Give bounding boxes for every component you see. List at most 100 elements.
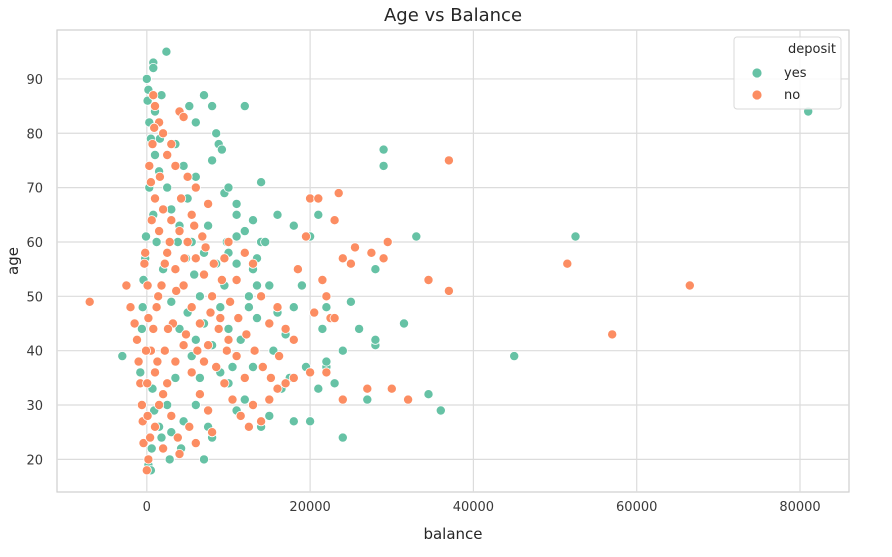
chart-title: Age vs Balance: [384, 5, 522, 26]
data-point-yes: [411, 231, 422, 242]
data-point-yes: [216, 144, 227, 155]
data-point-yes: [329, 378, 340, 389]
data-point-no: [186, 367, 197, 378]
data-point-no: [162, 149, 173, 160]
y-tick-label: 90: [26, 73, 43, 88]
data-point-no: [148, 90, 159, 101]
data-point-no: [313, 193, 324, 204]
data-point-no: [329, 215, 340, 226]
data-point-yes: [174, 323, 185, 334]
data-point-yes: [149, 149, 160, 160]
data-point-no: [156, 280, 167, 291]
data-point-no: [211, 361, 222, 372]
data-point-no: [243, 421, 254, 432]
data-point-yes: [239, 394, 250, 405]
data-point-no: [382, 236, 393, 247]
data-point-yes: [141, 73, 152, 84]
data-point-yes: [166, 296, 177, 307]
data-point-no: [349, 242, 360, 253]
data-point-no: [164, 236, 175, 247]
data-point-no: [321, 367, 332, 378]
data-point-no: [142, 410, 153, 421]
data-point-no: [219, 253, 230, 264]
data-point-no: [162, 247, 173, 258]
x-tick-label: 60000: [616, 500, 657, 515]
data-point-yes: [239, 226, 250, 237]
data-point-yes: [194, 291, 205, 302]
legend-marker-no: [751, 89, 763, 101]
data-point-yes: [117, 351, 128, 362]
x-tick-label: 0: [143, 500, 151, 515]
data-point-no: [215, 313, 226, 324]
data-point-no: [386, 383, 397, 394]
y-tick-labels: 20 30 40 50 60 70 80 90: [26, 73, 43, 468]
data-point-yes: [362, 394, 373, 405]
grid-lines: [57, 30, 849, 492]
data-point-yes: [227, 361, 238, 372]
data-point-no: [84, 296, 95, 307]
data-point-no: [141, 465, 152, 476]
data-point-no: [219, 378, 230, 389]
data-point-yes: [239, 101, 250, 112]
data-point-yes: [211, 128, 222, 139]
data-point-no: [145, 432, 156, 443]
y-tick-label: 40: [26, 345, 43, 360]
data-point-no: [256, 291, 267, 302]
data-point-yes: [231, 209, 242, 220]
data-point-no: [149, 122, 160, 133]
data-point-no: [176, 193, 187, 204]
data-point-no: [231, 351, 242, 362]
data-point-no: [178, 280, 189, 291]
data-point-no: [221, 345, 232, 356]
data-point-no: [223, 334, 234, 345]
legend-title: deposit: [788, 42, 836, 57]
data-point-yes: [223, 323, 234, 334]
data-point-no: [162, 378, 173, 389]
data-point-no: [158, 204, 169, 215]
data-point-yes: [378, 144, 389, 155]
data-point-no: [144, 160, 155, 171]
data-point-no: [239, 372, 250, 383]
data-point-yes: [435, 405, 446, 416]
y-tick-label: 50: [26, 290, 43, 305]
data-point-yes: [272, 209, 283, 220]
data-point-no: [337, 394, 348, 405]
data-point-no: [179, 253, 190, 264]
data-point-no: [208, 258, 219, 269]
data-point-yes: [137, 302, 148, 313]
data-point-no: [247, 399, 258, 410]
data-point-no: [317, 274, 328, 285]
data-point-no: [239, 247, 250, 258]
data-point-yes: [370, 264, 381, 275]
data-point-no: [158, 128, 169, 139]
data-point-no: [194, 389, 205, 400]
plot-background: [56, 29, 850, 493]
data-point-yes: [247, 361, 258, 372]
data-point-yes: [231, 258, 242, 269]
data-point-no: [170, 356, 181, 367]
data-point-yes: [288, 416, 299, 427]
x-tick-label: 80000: [779, 500, 820, 515]
data-point-no: [158, 443, 169, 454]
data-point-yes: [148, 63, 159, 74]
data-point-no: [182, 171, 193, 182]
data-point-no: [186, 302, 197, 313]
data-point-no: [249, 345, 260, 356]
data-point-no: [264, 318, 275, 329]
data-point-yes: [231, 198, 242, 209]
data-point-yes: [337, 432, 348, 443]
data-point-yes: [184, 101, 195, 112]
data-point-no: [443, 285, 454, 296]
y-tick-label: 20: [26, 453, 43, 468]
data-point-no: [378, 253, 389, 264]
data-point-no: [309, 307, 320, 318]
data-point-no: [288, 334, 299, 345]
data-point-no: [190, 182, 201, 193]
data-point-no: [272, 302, 283, 313]
data-point-yes: [166, 427, 177, 438]
data-point-no: [607, 329, 618, 340]
data-point-no: [153, 291, 164, 302]
data-point-no: [203, 198, 214, 209]
data-point-yes: [170, 372, 181, 383]
x-axis-label: balance: [423, 525, 482, 543]
